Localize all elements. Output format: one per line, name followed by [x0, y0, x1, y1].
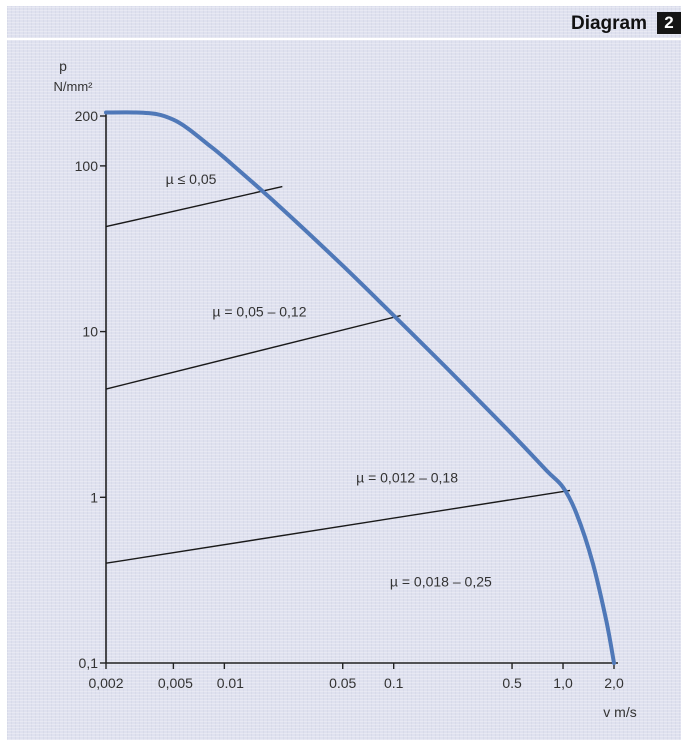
friction-label-4: µ = 0,018 – 0,25 [390, 573, 492, 589]
friction-label-2: µ = 0,05 – 0,12 [212, 304, 306, 320]
x-tick-label: 0,005 [158, 675, 193, 691]
diagram-number-badge: 2 [657, 12, 681, 34]
y-tick-label: 10 [82, 324, 98, 340]
x-tick-label: 0.1 [384, 675, 404, 691]
region-lines-group [105, 185, 571, 564]
header-divider [7, 38, 681, 40]
x-axis-label: v m/s [603, 704, 636, 720]
y-tick-label: 1 [90, 489, 98, 505]
x-tick-label: 0,002 [88, 675, 123, 691]
x-tick-label: 0.05 [329, 675, 356, 691]
y-tick-label: 100 [75, 158, 99, 174]
friction-label-3: µ = 0,012 – 0,18 [356, 469, 458, 485]
y-axis-unit: N/mm² [54, 79, 94, 94]
x-tick-label: 0.01 [217, 675, 244, 691]
x-tick-label: 2,0 [604, 675, 624, 691]
region-line-2 [105, 314, 401, 390]
x-tick-label: 0.5 [502, 675, 522, 691]
y-axis-label: p [59, 58, 67, 74]
y-tick-label: 0,1 [79, 655, 99, 671]
axes-group: 200 100 10 1 0,1 0,002 0,005 0.01 0.05 0.1 0.5 1,0 2… [75, 108, 624, 691]
curve-group [104, 110, 616, 665]
region-line-3 [105, 489, 571, 564]
annotations-group: µ ≤ 0,05 µ = 0,05 – 0,12 µ = 0,012 – 0,18 µ… [166, 171, 492, 590]
friction-label-1: µ ≤ 0,05 [166, 171, 217, 187]
y-tick-label: 200 [75, 108, 99, 124]
region-line-1 [105, 185, 283, 228]
diagram-frame [7, 6, 681, 740]
x-tick-label: 1,0 [553, 675, 573, 691]
diagram-label: Diagram [570, 13, 647, 34]
pv-limit-curve [104, 110, 616, 665]
